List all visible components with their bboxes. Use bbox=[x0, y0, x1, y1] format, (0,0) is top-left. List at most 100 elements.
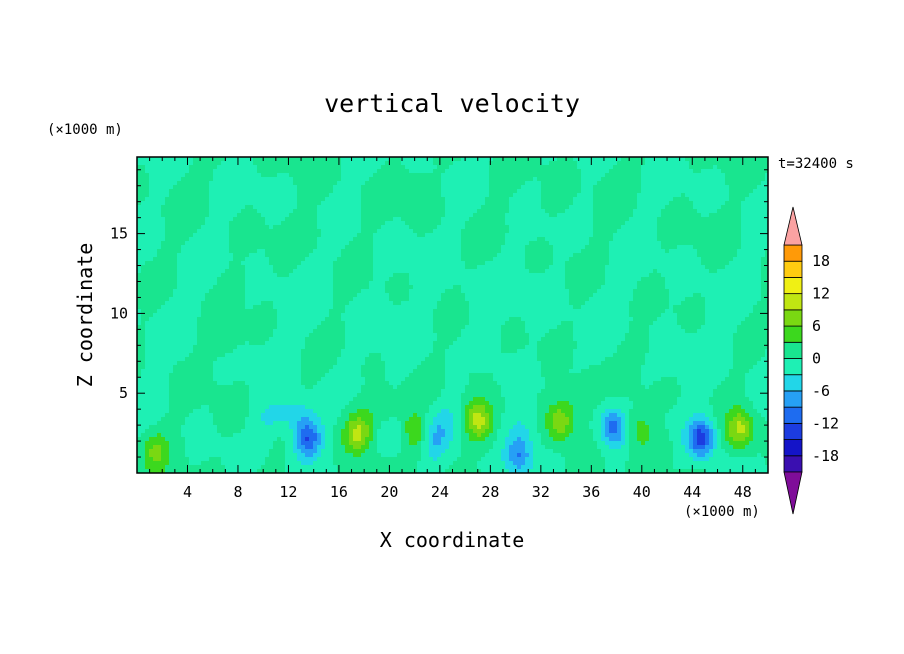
heatmap-cell bbox=[545, 273, 550, 278]
heatmap-cell bbox=[201, 233, 206, 238]
heatmap-cell bbox=[685, 229, 690, 234]
heatmap-cell bbox=[757, 241, 762, 246]
heatmap-cell bbox=[733, 193, 738, 198]
heatmap-cell bbox=[385, 241, 390, 246]
heatmap-cell bbox=[637, 229, 642, 234]
heatmap-cell bbox=[237, 229, 242, 234]
heatmap-cell bbox=[313, 193, 318, 198]
heatmap-cell bbox=[625, 165, 630, 170]
heatmap-cell bbox=[209, 185, 214, 190]
heatmap-cell bbox=[517, 281, 522, 286]
heatmap-cell bbox=[217, 157, 222, 162]
heatmap-cell bbox=[245, 213, 250, 218]
heatmap-cell bbox=[281, 165, 286, 170]
heatmap-cell bbox=[453, 257, 458, 262]
heatmap-cell bbox=[341, 197, 346, 202]
heatmap-cell bbox=[369, 269, 374, 274]
heatmap-cell bbox=[737, 173, 742, 178]
heatmap-cell bbox=[717, 177, 722, 182]
heatmap-cell bbox=[157, 209, 162, 214]
heatmap-cell bbox=[717, 209, 722, 214]
heatmap-cell bbox=[381, 265, 386, 270]
heatmap-cell bbox=[301, 169, 306, 174]
heatmap-cell bbox=[413, 217, 418, 222]
heatmap-cell bbox=[209, 273, 214, 278]
heatmap-cell bbox=[281, 213, 286, 218]
heatmap-cell bbox=[449, 281, 454, 286]
heatmap-cell bbox=[193, 181, 198, 186]
heatmap-cell bbox=[549, 277, 554, 282]
heatmap-cell bbox=[457, 177, 462, 182]
heatmap-cell bbox=[501, 213, 506, 218]
heatmap-cell bbox=[305, 217, 310, 222]
heatmap-cell bbox=[625, 201, 630, 206]
heatmap-cell bbox=[145, 225, 150, 230]
heatmap-cell bbox=[289, 237, 294, 242]
heatmap-cell bbox=[441, 253, 446, 258]
heatmap-cell bbox=[485, 185, 490, 190]
heatmap-cell bbox=[505, 273, 510, 278]
heatmap-cell bbox=[753, 261, 758, 266]
heatmap-cell bbox=[241, 281, 246, 286]
heatmap-cell bbox=[477, 269, 482, 274]
heatmap-cell bbox=[649, 169, 654, 174]
heatmap-cell bbox=[597, 217, 602, 222]
heatmap-cell bbox=[629, 205, 634, 210]
heatmap-cell bbox=[469, 249, 474, 254]
heatmap-cell bbox=[441, 165, 446, 170]
heatmap-cell bbox=[625, 185, 630, 190]
heatmap-cell bbox=[249, 269, 254, 274]
heatmap-cell bbox=[393, 161, 398, 166]
heatmap-cell bbox=[569, 253, 574, 258]
heatmap-cell bbox=[429, 193, 434, 198]
heatmap-cell bbox=[349, 249, 354, 254]
heatmap-cell bbox=[205, 193, 210, 198]
heatmap-cell bbox=[473, 173, 478, 178]
heatmap-cell bbox=[597, 221, 602, 226]
heatmap-cell bbox=[385, 229, 390, 234]
heatmap-cell bbox=[693, 157, 698, 162]
heatmap-cell bbox=[733, 181, 738, 186]
heatmap-cell bbox=[325, 177, 330, 182]
heatmap-cell bbox=[697, 241, 702, 246]
heatmap-cell bbox=[341, 177, 346, 182]
heatmap-cell bbox=[505, 253, 510, 258]
heatmap-cell bbox=[573, 197, 578, 202]
heatmap-cell bbox=[245, 193, 250, 198]
heatmap-cell bbox=[733, 197, 738, 202]
heatmap-cell bbox=[609, 249, 614, 254]
heatmap-cell bbox=[681, 257, 686, 262]
heatmap-cell bbox=[201, 265, 206, 270]
heatmap-cell bbox=[341, 157, 346, 162]
heatmap-cell bbox=[745, 269, 750, 274]
heatmap-cell bbox=[233, 253, 238, 258]
heatmap-cell bbox=[481, 161, 486, 166]
heatmap-cell bbox=[361, 197, 366, 202]
heatmap-cell bbox=[145, 177, 150, 182]
heatmap-cell bbox=[613, 205, 618, 210]
heatmap-cell bbox=[561, 257, 566, 262]
heatmap-cell bbox=[733, 185, 738, 190]
heatmap-cell bbox=[373, 177, 378, 182]
heatmap-cell bbox=[421, 173, 426, 178]
heatmap-cell bbox=[545, 197, 550, 202]
heatmap-cell bbox=[401, 253, 406, 258]
heatmap-cell bbox=[241, 233, 246, 238]
heatmap-cell bbox=[161, 165, 166, 170]
heatmap-cell bbox=[333, 269, 338, 274]
heatmap-cell bbox=[629, 189, 634, 194]
heatmap-cell bbox=[161, 237, 166, 242]
heatmap-cell bbox=[221, 173, 226, 178]
heatmap-cell bbox=[541, 225, 546, 230]
heatmap-cell bbox=[373, 245, 378, 250]
heatmap-cell bbox=[621, 265, 626, 270]
heatmap-cell bbox=[417, 273, 422, 278]
heatmap-cell bbox=[309, 197, 314, 202]
heatmap-cell bbox=[213, 241, 218, 246]
heatmap-cell bbox=[141, 185, 146, 190]
heatmap-cell bbox=[569, 229, 574, 234]
heatmap-cell bbox=[517, 261, 522, 266]
heatmap-cell bbox=[353, 189, 358, 194]
heatmap-cell bbox=[265, 261, 270, 266]
heatmap-cell bbox=[429, 253, 434, 258]
